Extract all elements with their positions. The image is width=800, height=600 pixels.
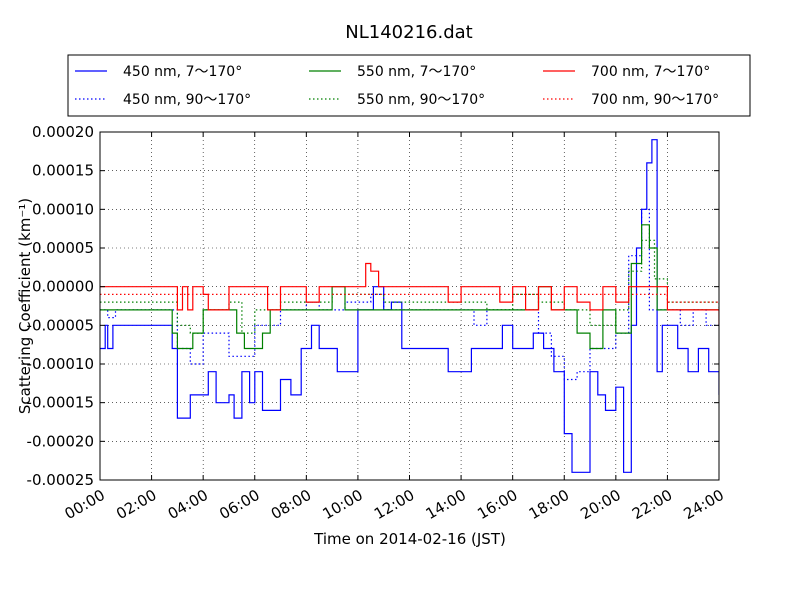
series-layer bbox=[100, 139, 719, 473]
x-tick-label: 16:00 bbox=[474, 486, 520, 523]
y-tick-label: -0.00020 bbox=[27, 432, 94, 450]
x-tick-label: 10:00 bbox=[319, 486, 365, 523]
x-tick-label: 24:00 bbox=[681, 486, 727, 523]
chart-title: NL140216.dat bbox=[345, 22, 472, 43]
x-tick-label: 14:00 bbox=[423, 486, 469, 523]
y-tick-label: 0.00005 bbox=[32, 239, 94, 257]
series-group bbox=[100, 139, 719, 473]
series-line-0 bbox=[100, 139, 719, 473]
y-tick-label: 0.00000 bbox=[32, 278, 94, 296]
legend-label-1: 450 nm, 90～170° bbox=[123, 92, 251, 108]
y-tick-label: -0.00010 bbox=[27, 355, 94, 373]
y-tick-label: -0.00015 bbox=[27, 394, 94, 412]
legend-label-2: 550 nm, 7～170° bbox=[357, 64, 476, 80]
legend-label-0: 450 nm, 7～170° bbox=[123, 64, 242, 80]
x-tick-label: 00:00 bbox=[62, 486, 108, 523]
x-tick-label: 22:00 bbox=[629, 486, 675, 523]
y-tick-label: 0.00020 bbox=[32, 123, 94, 141]
x-tick-label: 02:00 bbox=[113, 486, 159, 523]
x-tick-label: 08:00 bbox=[268, 486, 314, 523]
x-tick-label: 04:00 bbox=[165, 486, 211, 523]
series-line-4 bbox=[100, 262, 719, 326]
x-axis-label: Time on 2014-02-16 (JST) bbox=[313, 530, 506, 548]
y-tick-label: -0.00005 bbox=[27, 316, 94, 334]
legend-label-5: 700 nm, 90～170° bbox=[591, 92, 719, 108]
y-axis-label: Scattering Coefficient (km⁻¹) bbox=[16, 198, 34, 414]
y-tick-label: -0.00025 bbox=[27, 471, 94, 489]
legend: 450 nm, 7～170° 550 nm, 7～170° 700 nm, 7～17… bbox=[67, 54, 751, 117]
y-tick-label: 0.00015 bbox=[32, 162, 94, 180]
x-tick-label: 20:00 bbox=[577, 486, 623, 523]
legend-label-3: 550 nm, 90～170° bbox=[357, 92, 485, 108]
legend-frame bbox=[67, 54, 751, 117]
x-tick-label: 06:00 bbox=[216, 486, 262, 523]
x-tick-label: 18:00 bbox=[526, 486, 572, 523]
x-tick-label: 12:00 bbox=[371, 486, 417, 523]
ticks: 00:00 02:00 04:00 06:00 08:00 10:00 12:00 14:00… bbox=[27, 123, 727, 523]
y-tick-label: 0.00010 bbox=[32, 200, 94, 218]
legend-label-4: 700 nm, 7～170° bbox=[591, 64, 710, 80]
series-line-3 bbox=[100, 239, 719, 334]
